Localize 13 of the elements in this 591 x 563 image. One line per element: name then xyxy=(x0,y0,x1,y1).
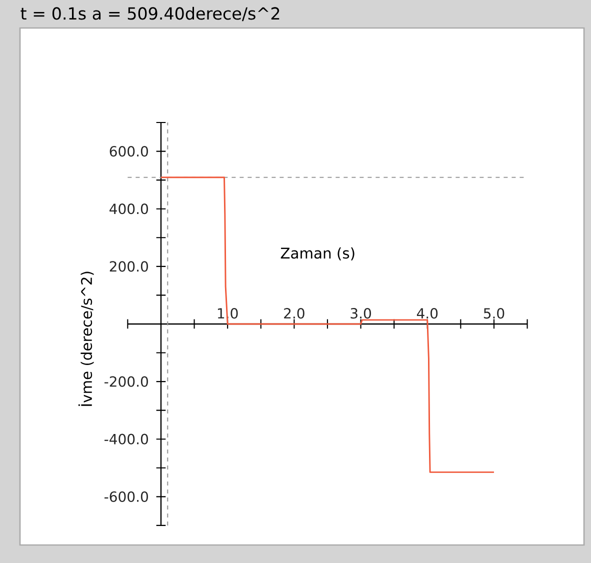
y-axis-title: İvme (derece/s^2) xyxy=(78,272,94,406)
x-tick-label: 3.0 xyxy=(350,308,371,319)
y-tick-label: 600.0 xyxy=(110,146,148,157)
x-axis-title: Zaman (s) xyxy=(280,247,354,260)
y-tick-label: 200.0 xyxy=(110,261,148,272)
x-tick-label: 4.0 xyxy=(416,308,438,319)
x-tick-label: 5.0 xyxy=(484,308,504,319)
y-tick-label: -600.0 xyxy=(104,491,148,502)
y-tick-label: -200.0 xyxy=(104,376,148,387)
y-tick-label: 400.0 xyxy=(110,204,148,214)
x-tick-label: 2.0 xyxy=(284,308,304,319)
y-tick-label: -400.0 xyxy=(104,434,148,444)
chart-title: t = 0.1s a = 509.40derece/s^2 xyxy=(20,6,280,22)
